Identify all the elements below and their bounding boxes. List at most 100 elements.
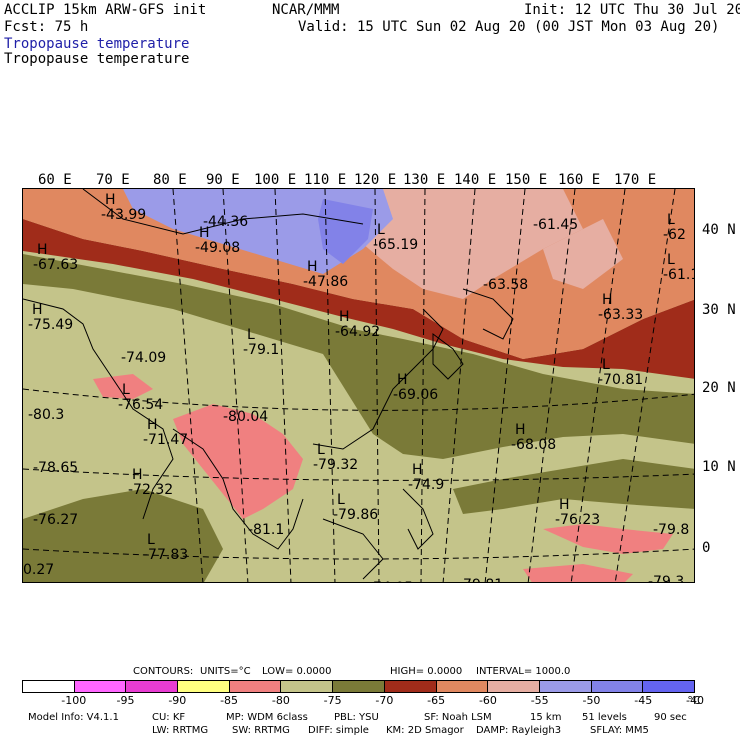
colorbar-tick: -90 <box>168 694 187 707</box>
graticule <box>23 189 694 582</box>
feature-value: -47.86 <box>303 274 348 290</box>
colorbar-segment <box>23 681 75 692</box>
lon-label: 110 E <box>304 172 347 188</box>
feature-value: -63.58 <box>483 277 528 293</box>
fill-pink-light-east <box>543 219 623 289</box>
lon-label: 120 E <box>354 172 397 188</box>
colorbar-segment <box>591 681 644 692</box>
lon-label: 160 E <box>558 172 601 188</box>
fill-purple <box>318 199 373 264</box>
colorbar-segment <box>126 681 179 692</box>
high-marker: H <box>412 462 423 478</box>
feature-value: -74.09 <box>121 350 166 366</box>
feature-value: -78.5 <box>253 582 289 583</box>
diff-scheme: DIFF: simple <box>308 725 369 736</box>
low-marker: L <box>667 252 675 268</box>
feature-value: -79.32 <box>313 457 358 473</box>
high-marker: H <box>515 422 526 438</box>
high-marker: H <box>559 497 570 513</box>
sf-scheme: SF: Noah LSM <box>424 712 492 723</box>
low-marker: L <box>667 212 675 228</box>
low-label: LOW= 0.0000 <box>262 666 332 677</box>
lat-label: 20 N <box>702 380 736 396</box>
colorbar-tick: -60 <box>478 694 497 707</box>
colorbar-segment <box>643 681 694 692</box>
interval-label: INTERVAL= 1000.0 <box>476 666 571 677</box>
timestep: 90 sec <box>654 712 687 723</box>
feature-value: -44.36 <box>203 214 248 230</box>
colorbar-segment <box>74 681 127 692</box>
colorbar-tick: -75 <box>323 694 342 707</box>
lon-label: 80 E <box>153 172 187 188</box>
lon-label: 150 E <box>505 172 548 188</box>
colorbar-tick: -55 <box>530 694 549 707</box>
low-marker: L <box>602 357 610 373</box>
feature-value: -80.04 <box>223 409 268 425</box>
high-marker: H <box>147 417 158 433</box>
low-marker: L <box>377 222 385 238</box>
field-title: Tropopause temperature <box>4 51 190 67</box>
feature-value: -75.49 <box>28 317 73 333</box>
colorbar-segment <box>488 681 540 692</box>
colorbar-tick: -40 <box>686 694 704 707</box>
forecast-hour: Fcst: 75 h <box>4 19 89 35</box>
field-title-blue: Tropopause temperature <box>4 36 190 52</box>
high-marker: H <box>397 372 408 388</box>
feature-value: -77.83 <box>143 547 188 563</box>
high-marker: H <box>132 467 143 483</box>
lat-label: 10 N <box>702 459 736 475</box>
colorbar <box>22 680 695 693</box>
sflay-scheme: SFLAY: MM5 <box>590 725 649 736</box>
feature-value: -69.06 <box>393 387 438 403</box>
contours-label: CONTOURS: <box>133 666 194 677</box>
low-marker: L <box>317 442 325 458</box>
colorbar-tick: -70 <box>375 694 394 707</box>
feature-value: -78.65 <box>33 460 78 476</box>
lat-label: 40 N <box>702 222 736 238</box>
lat-label: 0 <box>702 540 711 556</box>
feature-value: -67.63 <box>33 257 78 273</box>
fill-olive-dark <box>23 254 694 459</box>
feature-value: -79.1 <box>243 342 279 358</box>
lon-label: 90 E <box>206 172 240 188</box>
feature-value: -74.05 <box>368 580 413 583</box>
feature-value: -81.1 <box>248 522 284 538</box>
sw-scheme: SW: RRTMG <box>232 725 290 736</box>
colorbar-tick: -85 <box>220 694 239 707</box>
feature-value: -61.1 <box>663 267 695 283</box>
high-marker: H <box>37 242 48 258</box>
high-marker: H <box>105 192 116 208</box>
feature-value: -43.99 <box>101 207 146 223</box>
org-label: NCAR/MMM <box>272 2 340 18</box>
cu-scheme: CU: KF <box>152 712 186 723</box>
high-marker: H <box>199 225 210 241</box>
fill-red-dark <box>23 219 694 379</box>
low-marker: L <box>337 492 345 508</box>
feature-value: -62 <box>663 227 686 243</box>
colorbar-segment <box>178 681 230 692</box>
feature-value: -76.27 <box>33 512 78 528</box>
km-scheme: KM: 2D Smagor <box>386 725 464 736</box>
lon-label: 170 E <box>614 172 657 188</box>
feature-value: -61.45 <box>533 217 578 233</box>
lon-label: 140 E <box>454 172 497 188</box>
fill-salmon-2 <box>93 374 153 399</box>
feature-value: -74.9 <box>408 477 444 493</box>
lon-label: 100 E <box>254 172 297 188</box>
mp-scheme: MP: WDM 6class <box>226 712 308 723</box>
colorbar-tick: -45 <box>634 694 653 707</box>
high-marker: H <box>307 259 318 275</box>
low-marker: L <box>147 532 155 548</box>
feature-value: -80.3 <box>28 407 64 423</box>
feature-value: -79.86 <box>333 507 378 523</box>
feature-value: -76.54 <box>118 397 163 413</box>
resolution: 15 km <box>530 712 562 723</box>
feature-value: -65.19 <box>373 237 418 253</box>
feature-value: -79.8 <box>653 522 689 538</box>
coastlines <box>23 189 514 580</box>
feature-value: -72.32 <box>128 482 173 498</box>
high-marker: H <box>339 309 350 325</box>
pbl-scheme: PBL: YSU <box>334 712 379 723</box>
lon-label: 130 E <box>403 172 446 188</box>
feature-value: -63.33 <box>598 307 643 323</box>
